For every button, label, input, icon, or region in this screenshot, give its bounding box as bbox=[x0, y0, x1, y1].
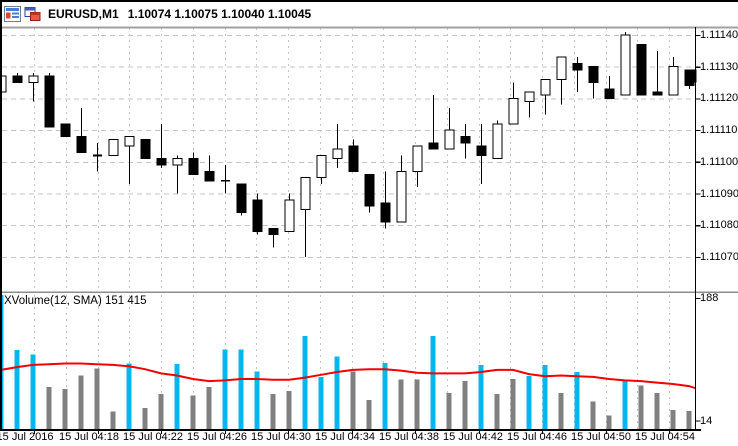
chart-table-icon bbox=[4, 6, 21, 22]
chart-windows-icon bbox=[24, 6, 41, 22]
chart-ohlc-values: 1.10074 1.10075 1.10040 1.10045 bbox=[127, 7, 312, 21]
time-axis[interactable] bbox=[0, 430, 738, 446]
chart-titlebar: EURUSD,M1 1.10074 1.10075 1.10040 1.1004… bbox=[0, 2, 738, 26]
price-axis[interactable] bbox=[696, 28, 738, 430]
indicator-label: XVolume(12, SMA) 151 415 bbox=[4, 295, 147, 307]
main-chart-pane[interactable] bbox=[0, 28, 695, 291]
volume-indicator-pane[interactable] bbox=[0, 293, 695, 430]
chart-symbol-period: EURUSD,M1 bbox=[48, 7, 119, 21]
